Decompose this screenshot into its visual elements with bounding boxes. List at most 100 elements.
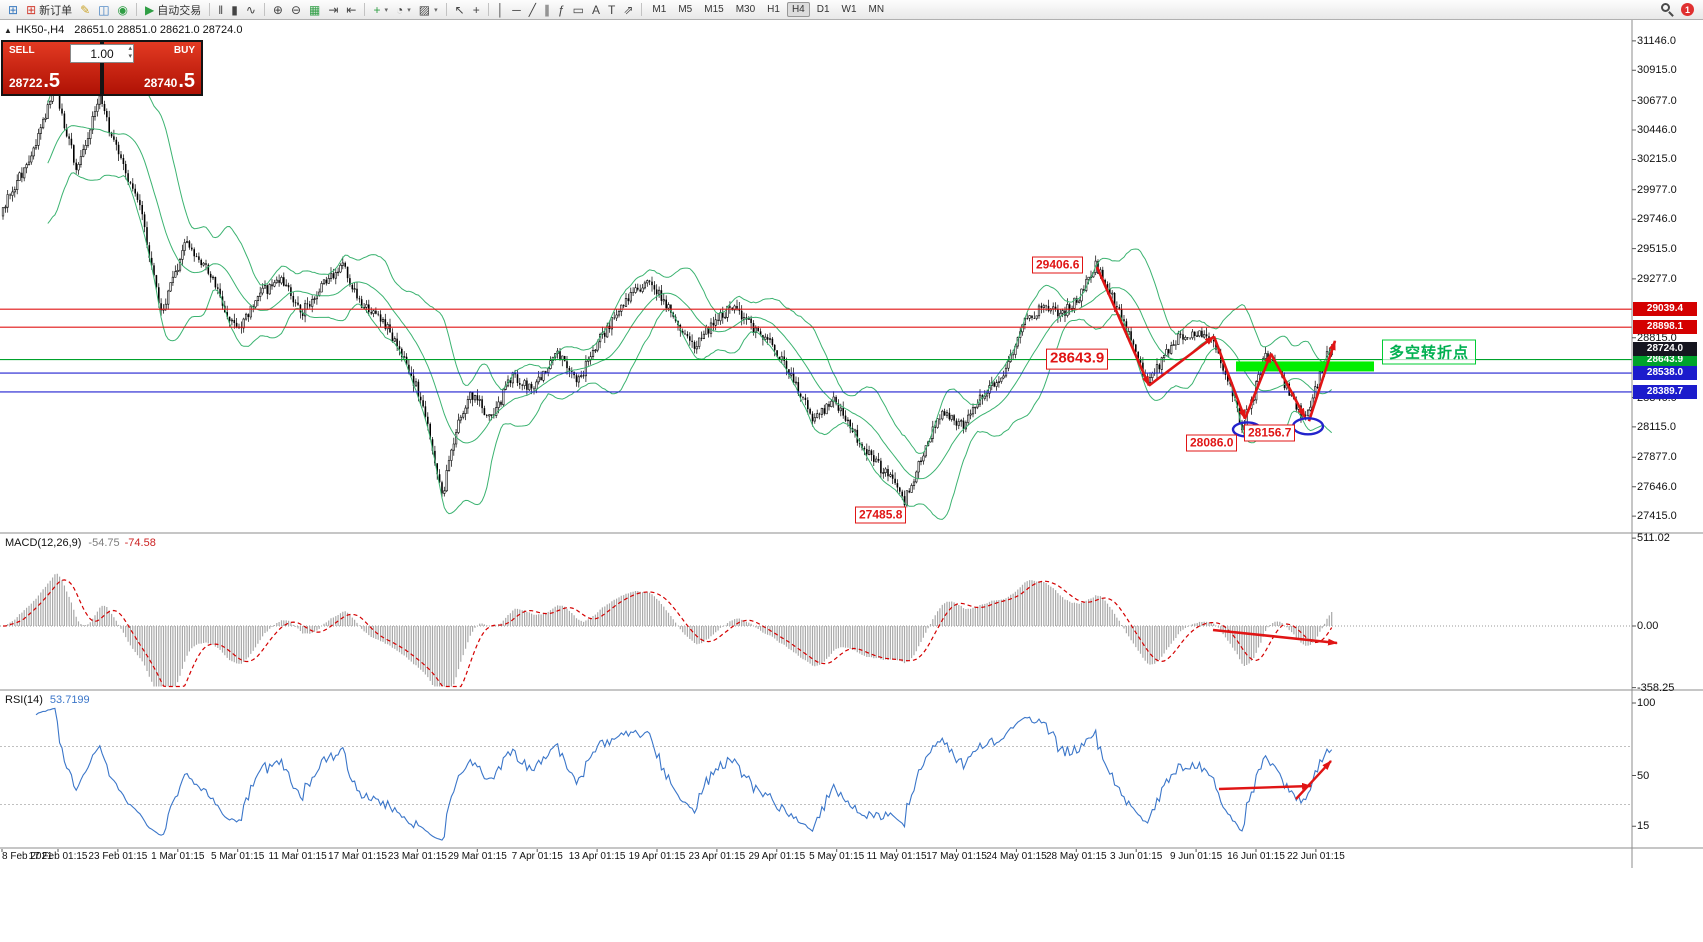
rsi-arrow[interactable] [1218,782,1312,791]
macd-name: MACD(12,26,9) [5,537,82,549]
price-tag-annotation[interactable]: 29406.6 [1032,256,1084,274]
trend-arrow[interactable] [1269,353,1307,419]
macd-axis-label: -358.25 [1637,681,1675,694]
crosshair-button[interactable]: + [469,1,484,18]
time-axis-label: 5 Mar 01:15 [211,851,265,862]
bollinger-band-line [47,125,1333,480]
indicators-button[interactable]: + ▾ [369,1,392,18]
highlight-bar[interactable] [1236,361,1374,372]
auto-scroll-icon: ⇥ [328,2,339,17]
price-level-badge: 28389.7 [1633,384,1697,399]
new-order-button[interactable]: ⊞ 新订单 [22,1,76,18]
notification-badge[interactable]: 1 [1681,3,1694,16]
price-tag-annotation[interactable]: 28643.9 [1046,348,1109,370]
time-axis-label: 1 Mar 01:15 [151,851,205,862]
trend-arrow[interactable] [1148,335,1215,387]
search-icon[interactable] [1661,3,1674,16]
crosshair-icon: + [472,2,480,17]
trendline-button[interactable]: ╱ [525,1,540,18]
toolbar-main: ⊞ ⊞ 新订单 ✎ ◫ ◉ ▶ 自动交易 ‖ ▮ ∿ ⊕ ⊖ ▦ ⇥ ⇤ + ▾ ◔ ▾ ▨ ▾ ↖ + │ ─ ╱ ∥ ƒ ▭ A T ⇗ M1… [4,1,1661,18]
metaeditor-button[interactable]: ✎ [76,1,94,18]
fibonacci-icon: ƒ [557,2,565,17]
auto-scroll-button[interactable]: ⇥ [324,1,342,18]
line-chart-button[interactable]: ∿ [242,1,260,18]
shapes-icon: ▭ [572,2,584,17]
trade-panel-toggle-icon[interactable]: ▲ [4,26,12,35]
price-axis-label: 27415.0 [1637,510,1677,523]
trend-arrow[interactable] [1212,336,1247,420]
bar-chart-icon: ‖ [218,2,224,17]
trend-arrow[interactable] [1307,340,1337,422]
charts-profile-button[interactable]: ◫ [94,1,113,18]
time-axis-label: 28 May 01:15 [1045,851,1107,862]
candlestick-chart-button[interactable]: ▮ [227,1,242,18]
price-tag-annotation[interactable]: 28086.0 [1186,434,1238,452]
horizontal-line-button[interactable]: ─ [508,1,525,18]
timeframe-h4-button[interactable]: H4 [786,2,810,17]
text-button[interactable]: A [588,1,604,18]
time-axis-ticks [1,849,1317,852]
time-axis-label: 17 Mar 01:15 [328,851,387,862]
cursor-button[interactable]: ↖ [451,1,469,18]
dropdown-caret-icon: ▾ [407,6,411,14]
bar-chart-button[interactable]: ‖ [214,1,227,18]
channel-button[interactable]: ∥ [540,1,554,18]
time-axis-label: 23 Mar 01:15 [387,851,447,862]
macd-plot[interactable] [0,573,1632,688]
ohlc-values: 28651.0 28851.0 28621.0 28724.0 [74,24,243,36]
trend-arrow[interactable] [1095,266,1151,387]
timeframe-mn-button[interactable]: MN [868,4,885,15]
new-chart-button[interactable]: ⊞ [4,1,22,18]
volume-input[interactable]: 1.00 ▴ ▾ [70,44,134,63]
label-button[interactable]: T [604,1,619,18]
time-axis-label: 19 Apr 01:15 [628,851,686,862]
periods-button[interactable]: ◔ ▾ [392,1,415,18]
timeframe-m30-button[interactable]: M30 [735,4,756,15]
toolbar-separator [641,3,643,16]
shapes-button[interactable]: ▭ [569,1,588,18]
rsi-label: RSI(14) 53.7199 [5,694,90,706]
volume-down-button[interactable]: ▾ [128,53,132,60]
note-annotation[interactable]: 多空转折点 [1382,339,1477,365]
timeframe-h1-button[interactable]: H1 [767,4,780,15]
toolbar-separator [364,3,366,16]
time-axis-label: 22 Jun 01:15 [1286,851,1345,862]
price-axis-label: 28115.0 [1637,420,1676,433]
tile-windows-button[interactable]: ▦ [305,1,324,18]
price-tag-annotation[interactable]: 28156.7 [1244,424,1296,442]
trend-arrow[interactable] [1243,352,1273,420]
price-tag-annotation[interactable]: 27485.8 [855,506,907,524]
autotrading-button[interactable]: ▶ 自动交易 [141,1,205,18]
autotrading-button-label: 自动交易 [157,4,202,17]
timeframe-m5-button[interactable]: M5 [678,4,693,15]
rsi-arrow[interactable] [1295,760,1332,800]
macd-signal-value: -74.58 [124,537,156,549]
volume-spinner: ▴ ▾ [128,45,132,61]
rsi-name: RSI(14) [5,694,43,706]
new-order-icon: ⊞ [26,2,37,17]
timeframe-d1-button[interactable]: D1 [816,4,830,15]
time-axis-label: 23 Apr 01:15 [688,851,746,862]
charts-profile-icon: ◫ [98,2,110,17]
macd-arrow[interactable] [1212,628,1338,646]
zoom-in-button[interactable]: ⊕ [269,1,287,18]
chart-shift-button[interactable]: ⇤ [342,1,360,18]
arrows-tool-button[interactable]: ⇗ [619,1,637,18]
zoom-out-button[interactable]: ⊖ [287,1,305,18]
volume-up-button[interactable]: ▴ [128,45,132,52]
rsi-axis-label: 15 [1637,820,1650,833]
community-button[interactable]: ◉ [114,1,132,18]
toolbar-separator [487,3,489,16]
price-axis-label: 29746.0 [1637,213,1677,226]
fibonacci-button[interactable]: ƒ [554,1,569,18]
buy-button[interactable]: BUY 28740.5 [104,42,201,94]
timeframe-m1-button[interactable]: M1 [652,4,667,15]
timeframe-m15-button[interactable]: M15 [704,4,724,15]
vertical-line-button[interactable]: │ [493,1,509,18]
time-axis-label: 3 Jun 01:15 [1110,851,1163,862]
candlestick-chart-icon: ▮ [231,2,238,17]
templates-button[interactable]: ▨ ▾ [415,1,442,18]
timeframe-w1-button[interactable]: W1 [841,4,857,15]
